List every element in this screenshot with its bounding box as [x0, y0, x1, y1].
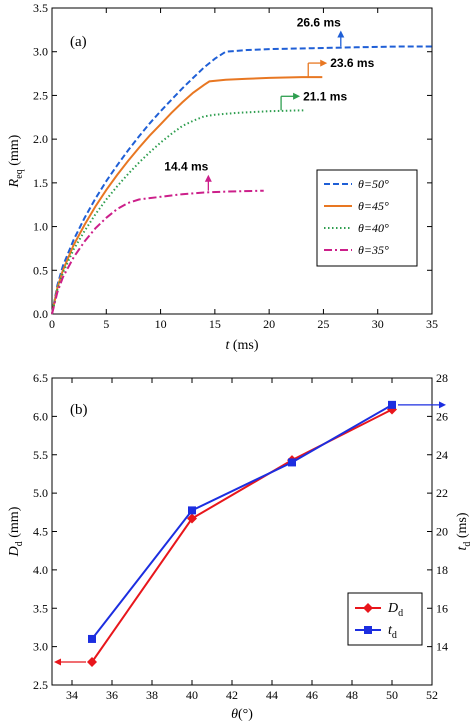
x-tick-label: 0 [49, 317, 55, 331]
y-tick-label: 2.5 [33, 678, 48, 692]
y-tick-label: 4.0 [33, 563, 48, 577]
x-tick-label: 35 [426, 317, 438, 331]
data-point [88, 634, 96, 643]
y-axis-label: Dd (mm) [7, 506, 25, 557]
series-line-0 [51, 45, 432, 315]
x-tick-label: 52 [426, 688, 438, 702]
x-tick-label: 44 [266, 688, 278, 702]
annotation-arrowhead [337, 30, 345, 38]
series-line-2 [51, 109, 304, 315]
y-axis-label: Req (mm) [7, 134, 25, 188]
x-tick-label: 42 [226, 688, 238, 702]
y2-tick-label: 22 [436, 486, 448, 500]
panel-label: (a) [70, 34, 87, 50]
y-tick-label: 0.5 [33, 263, 48, 277]
y2-tick-label: 14 [436, 640, 448, 654]
y2-tick-label: 28 [436, 371, 448, 385]
y2-tick-label: 24 [436, 448, 448, 462]
annotation-label: 21.1 ms [303, 89, 347, 103]
x-tick-label: 36 [106, 688, 118, 702]
x-tick-label: 10 [155, 317, 167, 331]
data-point [363, 603, 373, 613]
x-tick-label: 30 [372, 317, 384, 331]
panel-label: (b) [70, 402, 88, 418]
y-tick-label: 3.5 [33, 1, 48, 15]
x-tick-label: 5 [103, 317, 109, 331]
x-tick-label: 46 [306, 688, 318, 702]
annotation-arrowhead [204, 174, 212, 182]
x-tick-label: 34 [66, 688, 78, 702]
panel-a: 0 5 10 15 20 25 30 35 0.0 0.5 1.0 1.5 2.0 2.5 3.0 3.5 t … [7, 1, 438, 353]
x-tick-label: 40 [186, 688, 198, 702]
y-tick-label: 2.0 [33, 132, 48, 146]
data-point [87, 656, 97, 667]
legend-entry: θ=50° [358, 177, 389, 191]
y-tick-label: 3.0 [33, 640, 48, 654]
legend: θ=50° θ=45° θ=40° θ=35° [316, 169, 418, 267]
y2-tick-label: 16 [436, 601, 448, 615]
y2-tick-label: 20 [436, 525, 448, 539]
legend-entry: θ=45° [358, 199, 389, 213]
legend-frame [347, 592, 423, 646]
y-tick-label: 3.0 [33, 45, 48, 59]
y-tick-label: 6.0 [33, 409, 48, 423]
x-tick-label: 50 [386, 688, 398, 702]
x-tick-label: 25 [317, 317, 329, 331]
series-line-3 [51, 189, 264, 315]
y-tick-label: 5.0 [33, 486, 48, 500]
y-tick-label: 0.0 [33, 307, 48, 321]
y-tick-label: 1.5 [33, 176, 48, 190]
legend-entry: Dd [387, 601, 403, 619]
series-line-0 [91, 408, 393, 663]
legend-frame [316, 169, 418, 267]
annotation-label: 23.6 ms [330, 56, 374, 70]
series-line-1 [91, 404, 393, 640]
plot-frame [51, 7, 433, 315]
y2-axis-label: td (ms) [455, 512, 473, 550]
y-tick-label: 1.0 [33, 220, 48, 234]
annotation-arrowhead [320, 59, 328, 67]
y-tick-label: 5.5 [33, 448, 48, 462]
data-point [388, 400, 396, 409]
y-tick-label: 3.5 [33, 601, 48, 615]
annotation-label: 26.6 ms [297, 15, 341, 29]
data-point [364, 626, 372, 634]
x-axis-label: t (ms) [225, 338, 258, 353]
data-point [187, 513, 197, 524]
x-tick-label: 38 [146, 688, 158, 702]
axis-arrowhead [54, 658, 61, 666]
x-tick-label: 20 [263, 317, 275, 331]
x-tick-label: 48 [346, 688, 358, 702]
y2-tick-label: 18 [436, 563, 448, 577]
legend-entry: td [388, 623, 397, 641]
x-axis-label: θ(°) [231, 707, 253, 722]
data-point [288, 458, 296, 467]
x-tick-label: 15 [209, 317, 221, 331]
panel-b: 34 36 38 40 42 44 46 48 50 52 2.5 3.0 3.5 4.0 4.5 5.0 5.… [7, 371, 473, 722]
legend-entry: θ=40° [358, 221, 389, 235]
annotation-arrowhead [293, 92, 301, 100]
series-line-1 [51, 76, 323, 315]
axis-arrowhead [439, 401, 446, 409]
legend-entry: θ=35° [358, 243, 389, 257]
y-tick-label: 2.5 [33, 88, 48, 102]
annotation-label: 14.4 ms [164, 160, 208, 174]
y-tick-label: 6.5 [33, 371, 48, 385]
data-point [188, 506, 196, 515]
legend: Dd td [347, 592, 423, 646]
y-tick-label: 4.5 [33, 525, 48, 539]
y2-tick-label: 26 [436, 409, 448, 423]
